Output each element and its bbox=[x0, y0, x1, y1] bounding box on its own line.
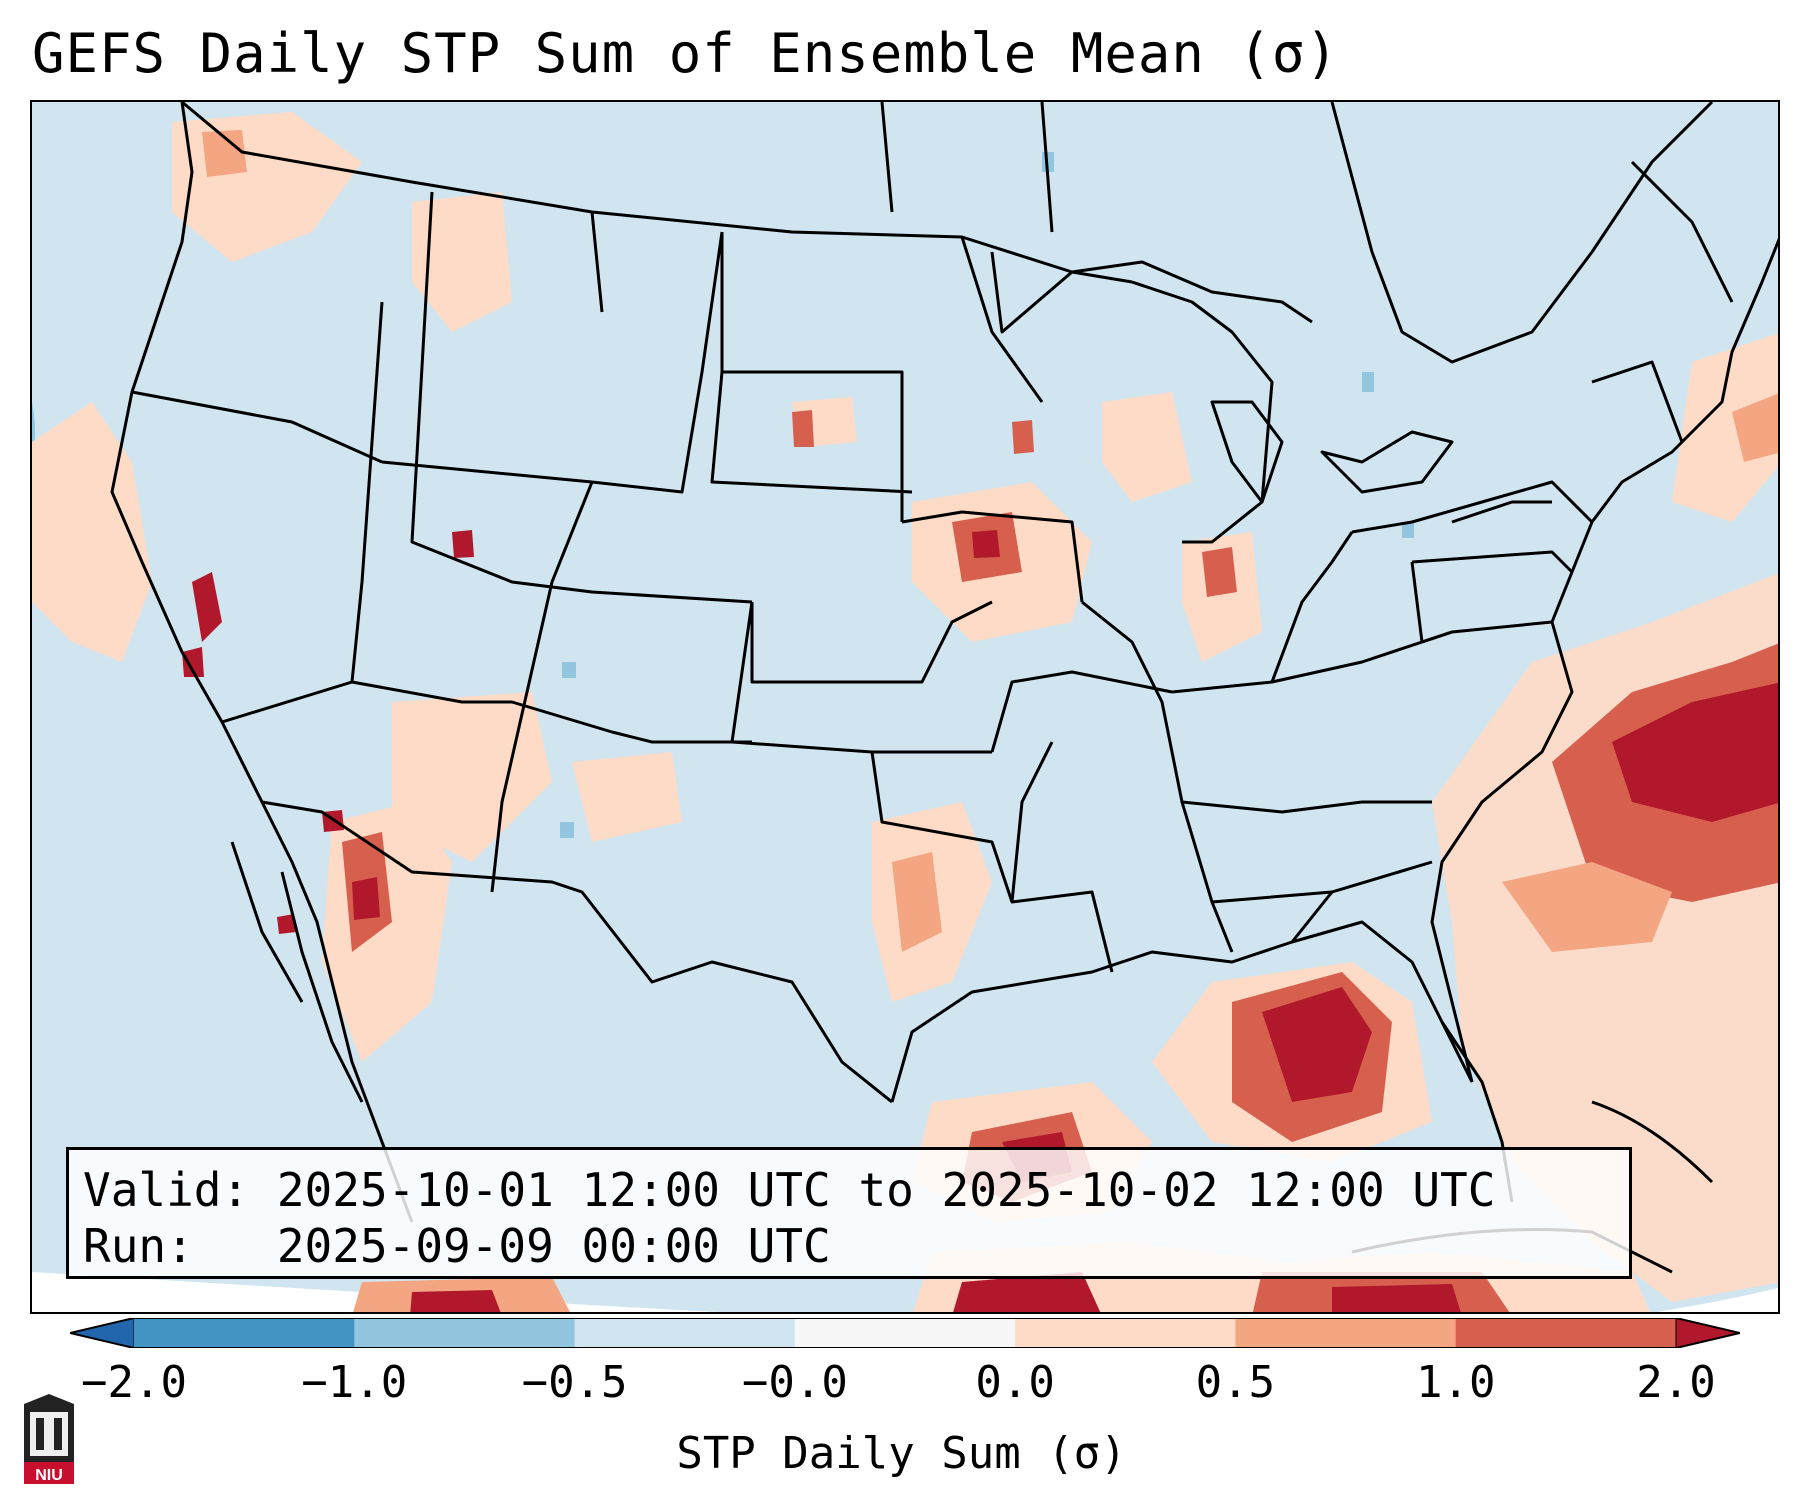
colorbar-segment bbox=[1455, 1318, 1677, 1348]
colorbar-label: STP Daily Sum (σ) bbox=[676, 1428, 1127, 1479]
valid-time-text: Valid: 2025-10-01 12:00 UTC to 2025-10-0… bbox=[83, 1163, 1496, 1217]
anomaly-field bbox=[32, 112, 1778, 1312]
colorbar-tick-label: −0.5 bbox=[521, 1357, 628, 1408]
university-building-icon: NIU bbox=[24, 1394, 74, 1484]
colorbar-extend-high bbox=[1675, 1317, 1741, 1349]
colorbar bbox=[69, 1317, 1741, 1349]
colorbar-tick-label: −2.0 bbox=[81, 1357, 187, 1408]
colorbar-segment bbox=[1235, 1318, 1457, 1348]
colorbar-ticks: −2.0 −1.0 −0.5 −0.0 0.0 0.5 1.0 2.0 bbox=[0, 1358, 1803, 1418]
colorbar-tick-label: 0.5 bbox=[1195, 1357, 1276, 1408]
colorbar-segment bbox=[134, 1318, 355, 1348]
map-panel bbox=[30, 100, 1780, 1314]
colorbar-tick-label: 2.0 bbox=[1636, 1357, 1716, 1408]
colorbar-tick-label: 1.0 bbox=[1415, 1357, 1496, 1408]
colorbar-segment bbox=[574, 1318, 796, 1348]
colorbar-tick-label: −0.0 bbox=[741, 1357, 848, 1408]
outside-domain-area bbox=[32, 1272, 718, 1312]
colorbar-tick-label: 0.0 bbox=[975, 1357, 1055, 1408]
colorbar-segment bbox=[1015, 1318, 1236, 1348]
outside-domain-area bbox=[1656, 1287, 1778, 1312]
logo-text: NIU bbox=[35, 1467, 63, 1484]
colorbar-extend-low bbox=[69, 1317, 135, 1349]
colorbar-segment bbox=[354, 1318, 576, 1348]
colorbar-segment bbox=[794, 1318, 1016, 1348]
map-title: GEFS Daily STP Sum of Ensemble Mean (σ) bbox=[32, 22, 1339, 85]
colorbar-svg bbox=[69, 1317, 1741, 1349]
valid-run-info-box: Valid: 2025-10-01 12:00 UTC to 2025-10-0… bbox=[66, 1147, 1632, 1279]
map-canvas bbox=[32, 102, 1778, 1312]
political-borders bbox=[110, 102, 1778, 1274]
colorbar-tick-label: −1.0 bbox=[301, 1357, 408, 1408]
run-time-text: Run: 2025-09-09 00:00 UTC bbox=[83, 1219, 831, 1273]
